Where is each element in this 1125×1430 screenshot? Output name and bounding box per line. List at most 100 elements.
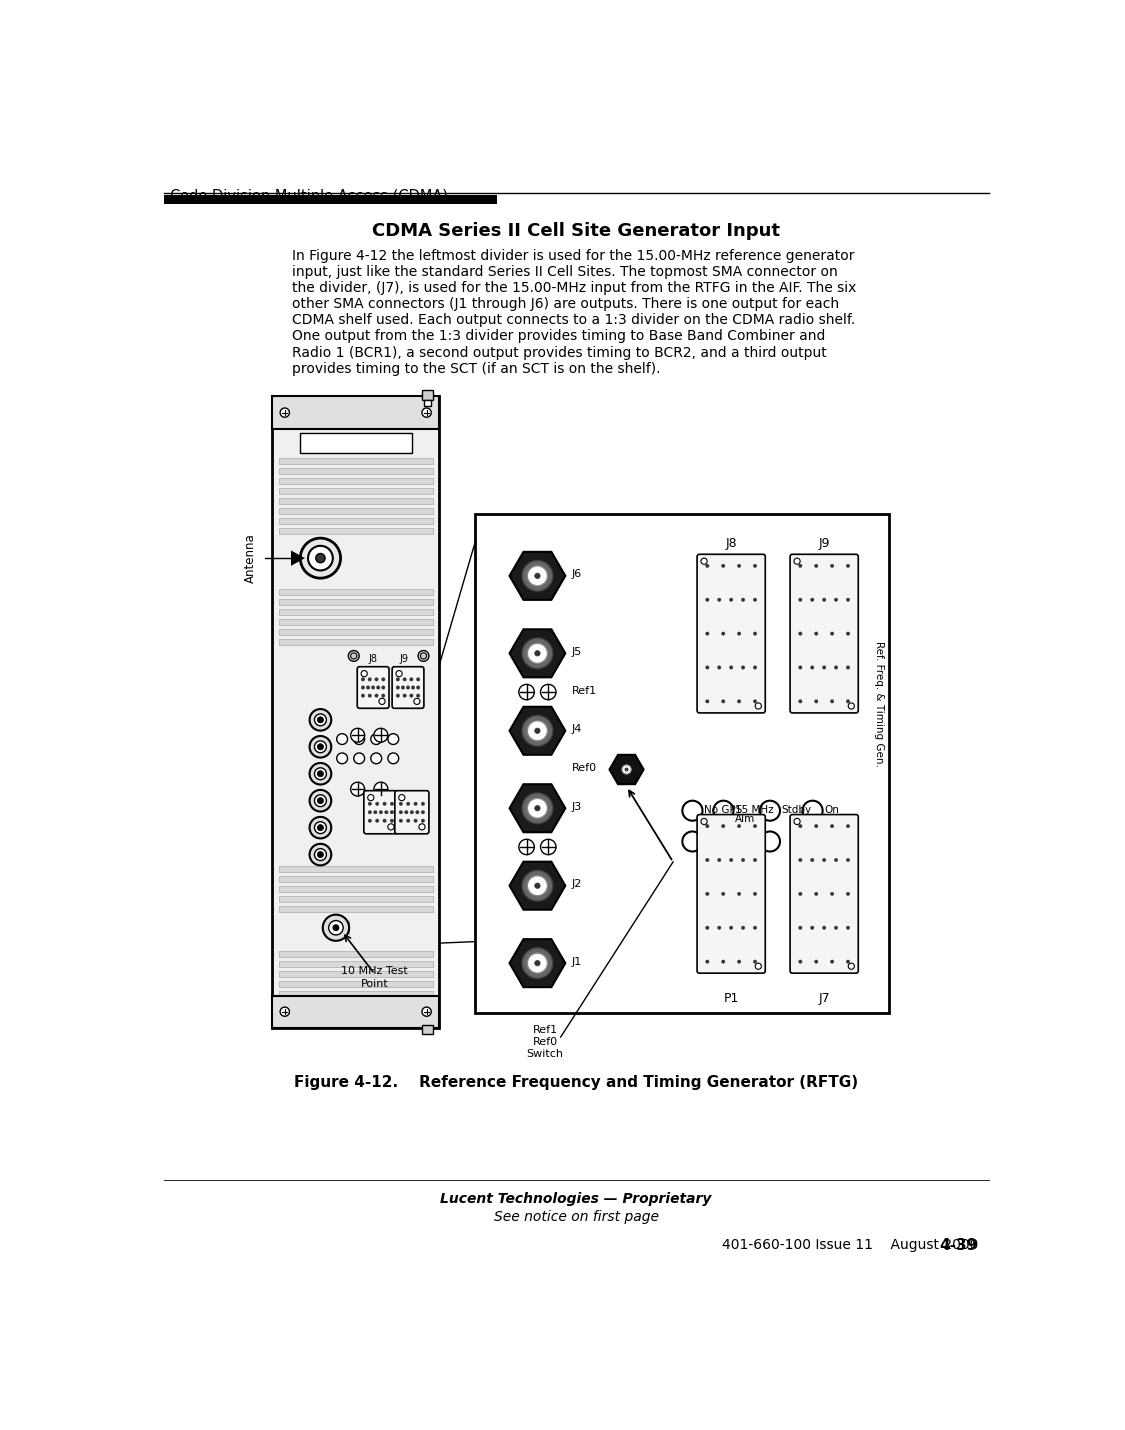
Circle shape <box>328 921 343 935</box>
Bar <box>279 468 433 475</box>
Bar <box>279 629 433 635</box>
Circle shape <box>528 954 548 974</box>
Circle shape <box>814 565 818 568</box>
Circle shape <box>737 699 741 704</box>
Circle shape <box>368 795 374 801</box>
Circle shape <box>381 686 385 689</box>
Circle shape <box>534 961 540 965</box>
Polygon shape <box>510 629 566 678</box>
Circle shape <box>754 825 757 828</box>
Circle shape <box>683 801 702 821</box>
Circle shape <box>830 565 834 568</box>
Bar <box>279 1021 433 1027</box>
Circle shape <box>421 654 426 659</box>
Circle shape <box>814 699 818 704</box>
Circle shape <box>754 960 757 964</box>
Circle shape <box>721 699 724 704</box>
Circle shape <box>540 685 556 699</box>
Circle shape <box>713 801 734 821</box>
Circle shape <box>835 927 838 930</box>
Bar <box>272 995 439 1028</box>
Circle shape <box>382 802 386 805</box>
Circle shape <box>411 811 414 814</box>
Bar <box>279 971 433 977</box>
Bar <box>279 1011 433 1017</box>
Bar <box>279 951 433 957</box>
Bar <box>279 907 433 912</box>
Polygon shape <box>610 755 643 784</box>
Circle shape <box>522 638 552 669</box>
Circle shape <box>721 825 724 828</box>
Circle shape <box>315 768 326 779</box>
Circle shape <box>754 699 757 704</box>
Circle shape <box>846 960 849 964</box>
Circle shape <box>368 811 371 814</box>
Circle shape <box>846 699 849 704</box>
Circle shape <box>402 686 405 689</box>
Text: See notice on first page: See notice on first page <box>494 1210 658 1224</box>
Bar <box>164 194 497 204</box>
Circle shape <box>381 694 385 698</box>
Circle shape <box>406 819 410 822</box>
Circle shape <box>353 734 364 745</box>
Circle shape <box>754 666 757 669</box>
Circle shape <box>741 666 745 669</box>
Circle shape <box>528 644 548 664</box>
Circle shape <box>705 892 709 895</box>
Circle shape <box>371 734 381 745</box>
Text: In Figure 4-12 the leftmost divider is used for the 15.00-MHz reference generato: In Figure 4-12 the leftmost divider is u… <box>291 249 854 263</box>
Circle shape <box>403 694 406 698</box>
Circle shape <box>759 831 780 851</box>
Text: Stdby: Stdby <box>782 805 811 815</box>
Circle shape <box>755 704 762 709</box>
Bar <box>279 518 433 525</box>
Circle shape <box>351 782 364 797</box>
Circle shape <box>814 892 818 895</box>
Circle shape <box>729 858 732 862</box>
Circle shape <box>754 927 757 930</box>
Circle shape <box>519 685 534 699</box>
Circle shape <box>317 798 324 804</box>
Circle shape <box>390 819 394 822</box>
Circle shape <box>421 802 424 805</box>
Polygon shape <box>510 862 566 909</box>
Text: 10 MHz Test: 10 MHz Test <box>341 967 408 977</box>
Circle shape <box>309 736 331 758</box>
Circle shape <box>406 686 410 689</box>
Circle shape <box>737 892 741 895</box>
Circle shape <box>403 678 406 681</box>
Circle shape <box>405 811 408 814</box>
Circle shape <box>351 728 364 742</box>
Circle shape <box>396 678 399 681</box>
Circle shape <box>799 699 802 704</box>
Text: J4: J4 <box>572 724 582 734</box>
Text: Alm: Alm <box>735 814 755 824</box>
Text: J9: J9 <box>818 538 830 551</box>
Circle shape <box>421 819 424 822</box>
Text: No GPS: No GPS <box>704 805 742 815</box>
Circle shape <box>399 802 403 805</box>
Circle shape <box>336 734 348 745</box>
Circle shape <box>361 678 364 681</box>
Circle shape <box>848 964 854 970</box>
Circle shape <box>315 714 326 726</box>
Bar <box>279 609 433 615</box>
Bar <box>279 619 433 625</box>
FancyBboxPatch shape <box>363 791 398 834</box>
Circle shape <box>846 565 849 568</box>
Circle shape <box>375 694 378 698</box>
Circle shape <box>822 666 826 669</box>
Text: J9: J9 <box>399 655 408 665</box>
Circle shape <box>794 818 800 825</box>
Circle shape <box>810 666 814 669</box>
Circle shape <box>701 818 708 825</box>
Circle shape <box>835 858 838 862</box>
Circle shape <box>721 565 724 568</box>
Circle shape <box>810 927 814 930</box>
FancyBboxPatch shape <box>790 555 858 714</box>
Circle shape <box>368 819 371 822</box>
Circle shape <box>414 802 417 805</box>
Circle shape <box>835 666 838 669</box>
Circle shape <box>309 764 331 785</box>
Bar <box>279 528 433 535</box>
